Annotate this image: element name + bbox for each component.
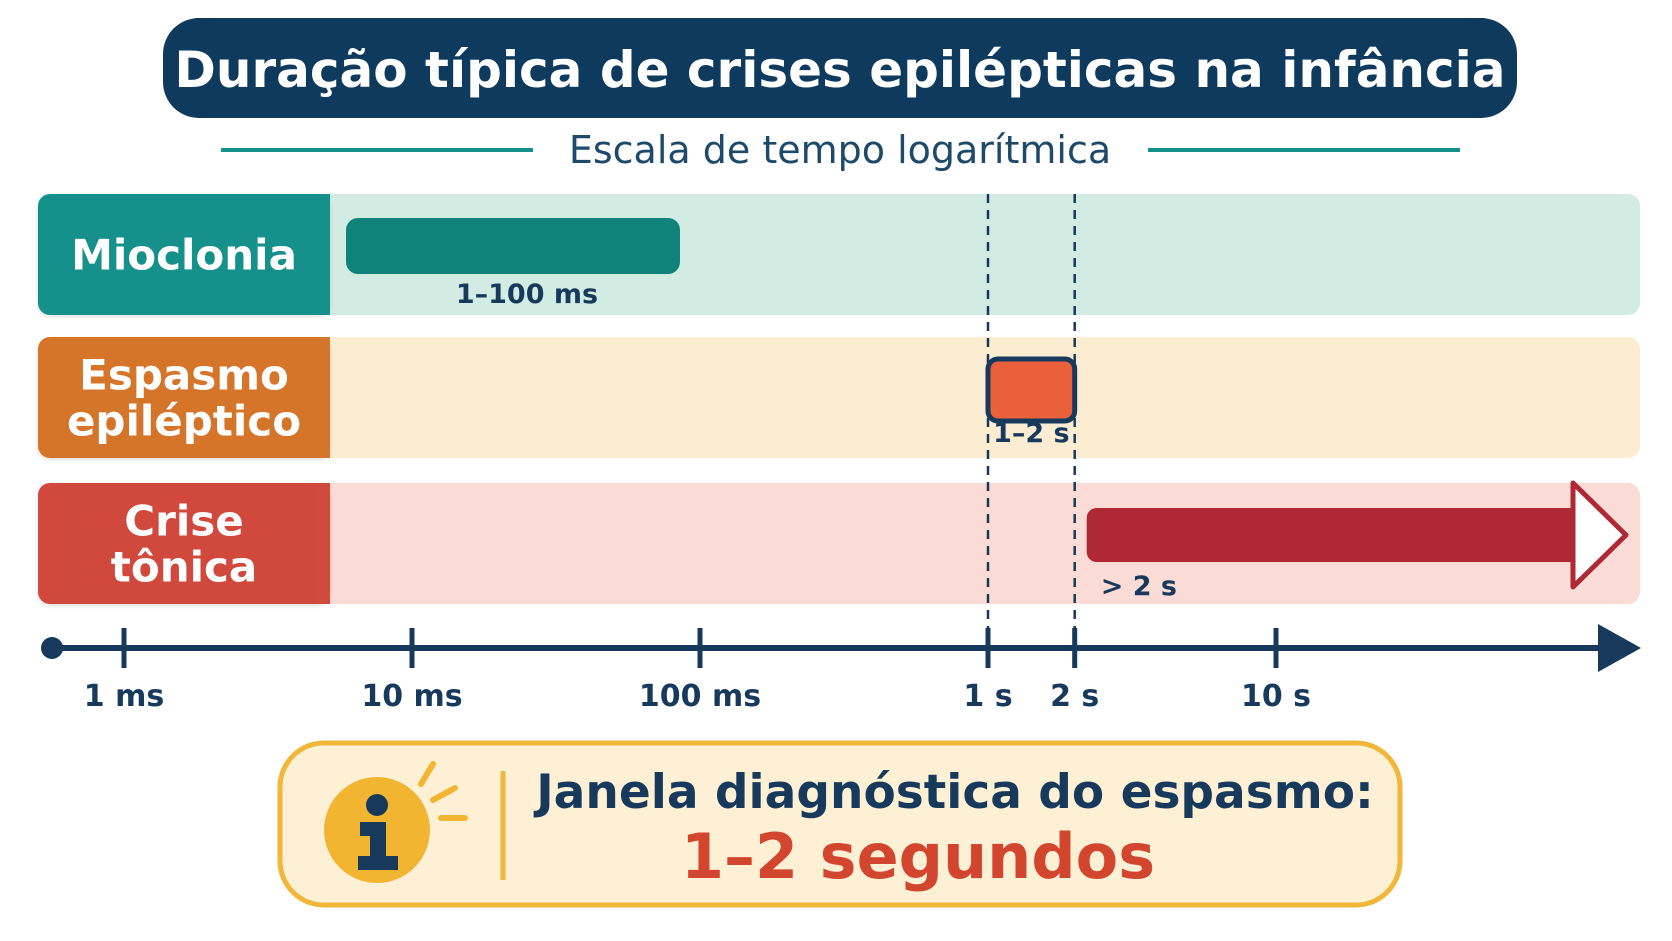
- row-label-block-0: [38, 194, 330, 315]
- info-icon-ray: [430, 785, 458, 803]
- chart-subtitle: Escala de tempo logarítmica: [569, 128, 1111, 172]
- open-ended-arrowhead: [1570, 480, 1629, 590]
- chart-title: Duração típica de crises epilépticas na …: [174, 41, 1505, 99]
- duration-label: > 2 s: [1101, 571, 1177, 602]
- x-tick-label: 100 ms: [639, 679, 761, 714]
- duration-bar-2: [1086, 508, 1579, 562]
- row-label-text: Espasmo: [79, 351, 289, 400]
- row-label-block-edge-0: [316, 194, 330, 315]
- callout-line-1: Janela diagnóstica do espasmo:: [533, 765, 1374, 820]
- row-label-block-1: [38, 337, 330, 458]
- duration-label: 1–2 s: [993, 418, 1070, 449]
- info-icon-stem: [358, 822, 398, 870]
- x-tick-label: 2 s: [1050, 679, 1099, 714]
- callout-box: [277, 740, 1403, 908]
- row-label-text: Crise: [124, 497, 243, 546]
- info-icon-dot: [366, 794, 388, 816]
- duration-bar-1: [985, 356, 1078, 424]
- callout-line-2: 1–2 segundos: [681, 820, 1155, 893]
- row-band-1: [38, 337, 1640, 458]
- row-label-text: tônica: [111, 543, 257, 592]
- row-label-block-2: [38, 483, 330, 604]
- x-axis-origin-dot: [41, 637, 63, 659]
- info-icon: [324, 761, 468, 883]
- row-label-text: epiléptico: [67, 397, 301, 446]
- row-label-text: Mioclonia: [71, 231, 297, 280]
- title-banner: [163, 18, 1517, 118]
- duration-label: 1–100 ms: [456, 279, 598, 310]
- duration-bar-0: [346, 218, 680, 274]
- x-tick-label: 1 s: [963, 679, 1012, 714]
- info-icon-ray: [418, 761, 436, 787]
- x-tick-label: 10 s: [1241, 679, 1311, 714]
- row-label-block-edge-2: [316, 483, 330, 604]
- row-label-block-edge-1: [316, 337, 330, 458]
- x-tick-label: 1 ms: [84, 679, 164, 714]
- x-tick-label: 10 ms: [361, 679, 462, 714]
- x-axis-arrowhead: [1598, 624, 1641, 672]
